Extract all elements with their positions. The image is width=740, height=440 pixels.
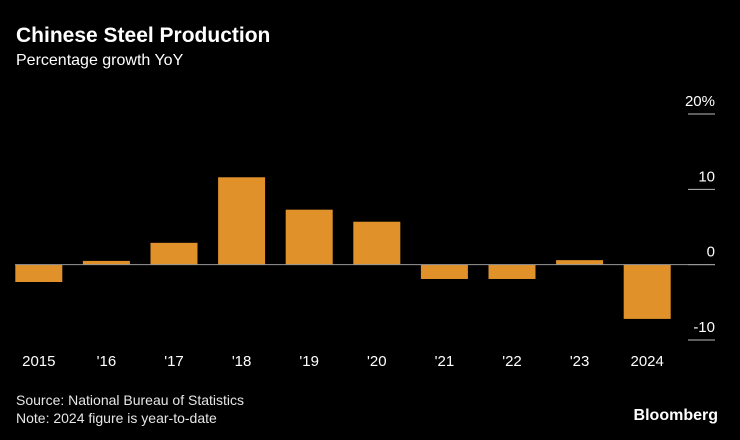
bar <box>420 264 468 279</box>
bar <box>150 242 198 265</box>
logo: Bloomberg <box>634 407 718 424</box>
x-tick-label: 2015 <box>22 353 55 370</box>
bar <box>15 264 63 282</box>
x-tick-label: '18 <box>232 353 252 370</box>
y-tick-label: -10 <box>693 319 715 336</box>
bar <box>556 260 604 265</box>
bar <box>218 177 266 265</box>
x-tick-label: '22 <box>502 353 522 370</box>
bar <box>82 260 130 265</box>
bar <box>488 264 536 279</box>
footnote: Note: 2024 figure is year-to-date <box>16 410 217 426</box>
bar <box>623 264 671 319</box>
source-note: Source: National Bureau of Statistics <box>16 392 244 408</box>
y-tick-label: 10 <box>698 168 715 185</box>
x-tick-label: '16 <box>97 353 117 370</box>
x-tick-label: '19 <box>299 353 319 370</box>
y-tick-label: 20% <box>685 93 715 110</box>
x-tick-label: 2024 <box>631 353 664 370</box>
bar <box>285 209 333 265</box>
x-tick-label: '17 <box>164 353 184 370</box>
x-tick-label: '20 <box>367 353 387 370</box>
chart-title: Chinese Steel Production <box>16 24 270 47</box>
y-tick-label: 0 <box>707 244 715 261</box>
chart-subtitle: Percentage growth YoY <box>16 52 184 69</box>
x-tick-label: '23 <box>570 353 590 370</box>
bar <box>353 221 401 265</box>
x-tick-label: '21 <box>435 353 455 370</box>
